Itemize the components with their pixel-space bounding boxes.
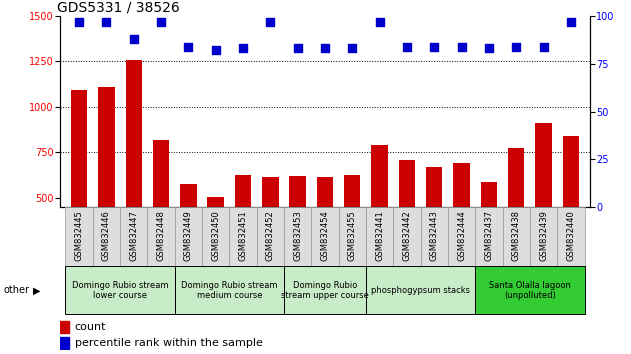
Point xyxy=(566,19,576,24)
Text: count: count xyxy=(75,322,106,332)
Bar xyxy=(60,321,69,333)
Bar xyxy=(66,267,175,314)
Text: GSM832455: GSM832455 xyxy=(348,210,357,261)
Bar xyxy=(257,207,284,266)
Text: GSM832438: GSM832438 xyxy=(512,210,521,261)
Bar xyxy=(557,207,584,266)
Bar xyxy=(366,207,393,266)
Text: GSM832451: GSM832451 xyxy=(239,210,247,261)
Bar xyxy=(372,145,388,289)
Text: GSM832437: GSM832437 xyxy=(485,210,493,261)
Text: Domingo Rubio stream
lower course: Domingo Rubio stream lower course xyxy=(72,281,168,300)
Bar xyxy=(339,207,366,266)
Bar xyxy=(202,207,229,266)
Point xyxy=(265,19,275,24)
Text: GSM832453: GSM832453 xyxy=(293,210,302,261)
Bar xyxy=(262,177,278,289)
Bar xyxy=(290,176,306,289)
Bar xyxy=(180,184,196,289)
Text: GSM832449: GSM832449 xyxy=(184,210,193,261)
Point xyxy=(429,44,439,49)
Point xyxy=(456,44,466,49)
Point xyxy=(102,19,112,24)
Text: GSM832442: GSM832442 xyxy=(403,210,411,261)
Text: GSM832446: GSM832446 xyxy=(102,210,111,261)
Bar xyxy=(421,207,448,266)
Point xyxy=(74,19,84,24)
Bar xyxy=(175,207,202,266)
Text: GSM832454: GSM832454 xyxy=(321,210,329,261)
Point xyxy=(129,36,139,42)
Text: GSM832441: GSM832441 xyxy=(375,210,384,261)
Bar xyxy=(284,207,311,266)
Bar xyxy=(502,207,530,266)
Point xyxy=(538,44,548,49)
Point xyxy=(156,19,166,24)
Text: GSM832439: GSM832439 xyxy=(539,210,548,261)
Bar xyxy=(311,207,339,266)
Bar xyxy=(454,164,469,289)
Text: GSM832445: GSM832445 xyxy=(74,210,83,261)
Bar xyxy=(148,207,175,266)
Point xyxy=(511,44,521,49)
Text: GSM832444: GSM832444 xyxy=(457,210,466,261)
Point xyxy=(320,46,330,51)
Bar xyxy=(535,123,551,289)
Bar xyxy=(98,87,115,289)
Bar xyxy=(175,267,284,314)
Bar xyxy=(393,207,421,266)
Bar xyxy=(66,207,93,266)
Bar xyxy=(71,90,87,289)
Point xyxy=(375,19,385,24)
Bar xyxy=(153,140,169,289)
Text: ▶: ▶ xyxy=(33,285,40,295)
Bar xyxy=(229,207,257,266)
Bar xyxy=(399,160,415,289)
Bar xyxy=(235,175,251,289)
Bar xyxy=(317,177,333,289)
Text: phosphogypsum stacks: phosphogypsum stacks xyxy=(371,286,470,295)
Bar xyxy=(126,59,142,289)
Text: GSM832448: GSM832448 xyxy=(156,210,165,261)
Text: Domingo Rubio
stream upper course: Domingo Rubio stream upper course xyxy=(281,281,369,300)
Text: GDS5331 / 38526: GDS5331 / 38526 xyxy=(57,1,180,15)
Bar xyxy=(93,207,120,266)
Point xyxy=(293,46,303,51)
Bar xyxy=(366,267,475,314)
Text: percentile rank within the sample: percentile rank within the sample xyxy=(75,338,262,348)
Point xyxy=(402,44,412,49)
Point xyxy=(238,46,248,51)
Text: Domingo Rubio stream
medium course: Domingo Rubio stream medium course xyxy=(181,281,278,300)
Bar xyxy=(120,207,148,266)
Point xyxy=(184,44,194,49)
Point xyxy=(347,46,357,51)
Text: GSM832450: GSM832450 xyxy=(211,210,220,261)
Text: GSM832447: GSM832447 xyxy=(129,210,138,261)
Point xyxy=(211,47,221,53)
Bar xyxy=(508,148,524,289)
Text: GSM832443: GSM832443 xyxy=(430,210,439,261)
Bar xyxy=(60,337,69,349)
Text: other: other xyxy=(3,285,29,295)
Bar xyxy=(481,182,497,289)
Bar xyxy=(448,207,475,266)
Bar xyxy=(475,267,584,314)
Text: Santa Olalla lagoon
(unpolluted): Santa Olalla lagoon (unpolluted) xyxy=(489,281,571,300)
Bar xyxy=(284,267,366,314)
Bar xyxy=(563,136,579,289)
Bar xyxy=(530,207,557,266)
Text: GSM832440: GSM832440 xyxy=(567,210,575,261)
Bar xyxy=(426,167,442,289)
Bar xyxy=(208,197,224,289)
Point xyxy=(484,46,494,51)
Bar xyxy=(475,207,502,266)
Text: GSM832452: GSM832452 xyxy=(266,210,275,261)
Bar xyxy=(344,175,360,289)
